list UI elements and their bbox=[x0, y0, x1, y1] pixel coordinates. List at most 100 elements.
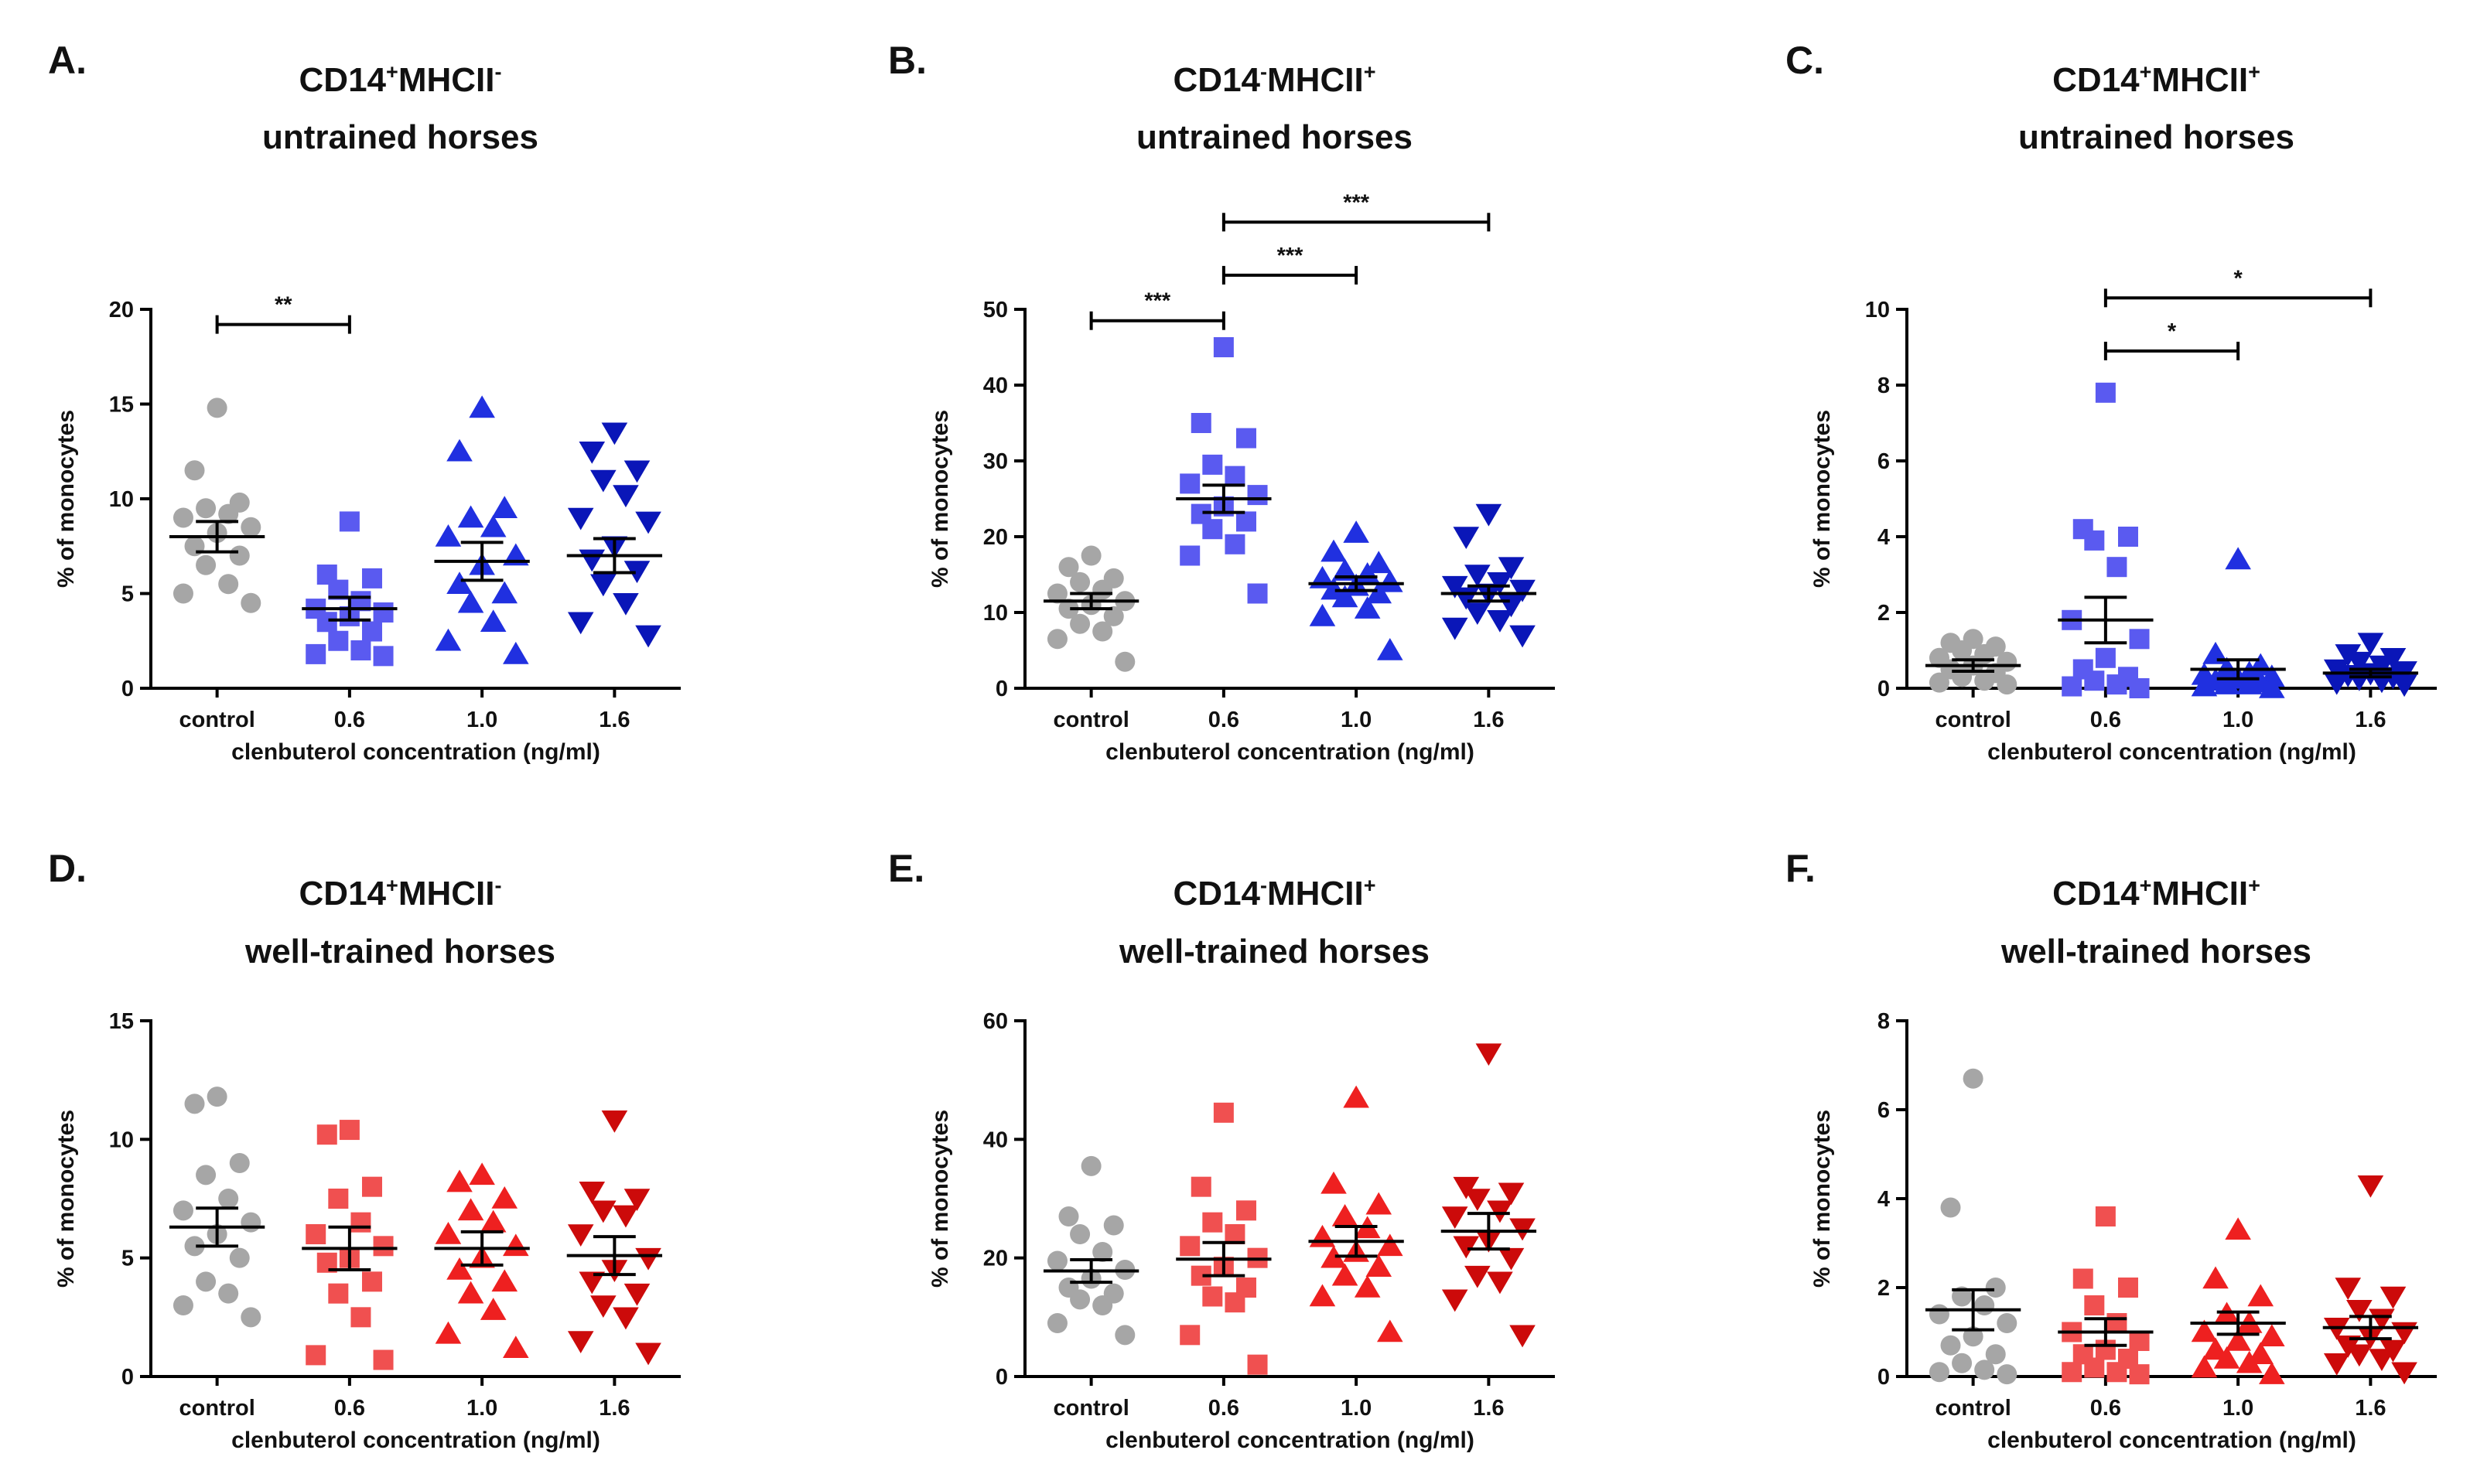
data-point bbox=[590, 469, 617, 493]
significance-label: * bbox=[2168, 319, 2177, 344]
data-point bbox=[1475, 503, 1502, 527]
significance-bracket: *** bbox=[1089, 289, 1225, 330]
y-tick-label: 0 bbox=[996, 677, 1008, 701]
chart-subtitle: untrained horses bbox=[2018, 118, 2294, 156]
data-point bbox=[1103, 606, 1124, 626]
series-control bbox=[1047, 1155, 1136, 1346]
x-tick-label: 1.0 bbox=[2222, 708, 2253, 732]
panel-b: B. CD14-MHCII+ untrained horses 0 10 20 30 40 50… bbox=[888, 39, 1555, 765]
panel-e: E. CD14-MHCII+ well-trained horses 0 20 40 60 c… bbox=[888, 847, 1555, 1453]
title-marker: MHCII bbox=[398, 61, 495, 99]
y-tick-label: 6 bbox=[1877, 1098, 1890, 1123]
x-tick-label: 0.6 bbox=[334, 708, 365, 732]
significance-bracket: * bbox=[2103, 266, 2373, 308]
data-point bbox=[2129, 1331, 2150, 1351]
significance-label: * bbox=[2233, 266, 2243, 291]
chart-title: CD14-MHCII+ bbox=[1174, 60, 1376, 99]
data-point bbox=[1464, 1189, 1491, 1211]
data-point bbox=[207, 397, 227, 418]
x-tick-label: control bbox=[1053, 708, 1129, 732]
data-point bbox=[2062, 1362, 2082, 1383]
series-1.6 bbox=[2323, 1175, 2417, 1385]
data-point bbox=[502, 641, 529, 664]
data-point bbox=[1940, 1335, 1961, 1356]
y-tick-label: 10 bbox=[983, 601, 1008, 626]
data-point bbox=[435, 628, 462, 651]
data-point bbox=[491, 1269, 518, 1292]
x-axis-label: clenbuterol concentration (ng/ml) bbox=[231, 1428, 600, 1453]
mean-sem-bar bbox=[2322, 667, 2419, 679]
chart-subtitle: well-trained horses bbox=[1119, 933, 1430, 971]
data-point bbox=[1309, 1284, 1336, 1307]
x-tick-label: control bbox=[1935, 1396, 2011, 1421]
data-point bbox=[328, 630, 349, 651]
data-point bbox=[480, 1209, 507, 1233]
data-point bbox=[196, 498, 217, 519]
data-point bbox=[2106, 557, 2127, 578]
panel-letter: A. bbox=[48, 39, 87, 82]
y-axis-label: % of monocytes bbox=[928, 410, 953, 588]
title-marker: CD14 bbox=[2052, 61, 2140, 99]
data-point bbox=[491, 496, 518, 519]
y-tick-label: 50 bbox=[983, 298, 1008, 322]
data-point bbox=[1202, 1286, 1223, 1307]
data-point bbox=[1092, 1242, 1113, 1262]
title-marker: CD14 bbox=[299, 61, 387, 99]
mean-sem-bar bbox=[1176, 1240, 1272, 1278]
significance-bracket: ** bbox=[215, 293, 351, 334]
x-tick-label: 1.0 bbox=[466, 708, 497, 732]
data-point bbox=[207, 1087, 227, 1107]
data-point bbox=[1487, 1271, 1513, 1295]
y-tick-label: 10 bbox=[1865, 298, 1890, 322]
data-point bbox=[2369, 1308, 2395, 1332]
data-point bbox=[229, 1153, 250, 1173]
data-point bbox=[2357, 1175, 2384, 1198]
data-point bbox=[457, 505, 484, 528]
title-superscript: + bbox=[386, 874, 398, 897]
data-point bbox=[1309, 1224, 1336, 1247]
panel-a: A. CD14+MHCII-untrained horses05101520con… bbox=[48, 39, 681, 765]
data-point bbox=[1235, 511, 1256, 532]
mean-sem-bar bbox=[2190, 658, 2286, 681]
y-tick-label: 15 bbox=[109, 393, 134, 418]
chart-subtitle: untrained horses bbox=[262, 118, 538, 156]
data-point bbox=[196, 1271, 217, 1292]
data-point bbox=[1331, 585, 1358, 608]
title-superscript: + bbox=[2248, 60, 2260, 84]
chart-title: CD14+MHCII- bbox=[299, 874, 502, 913]
y-tick-label: 10 bbox=[109, 487, 134, 512]
data-point bbox=[173, 507, 193, 528]
data-point bbox=[229, 545, 250, 566]
data-point bbox=[361, 1176, 382, 1197]
data-point bbox=[1453, 527, 1480, 549]
data-point bbox=[2380, 1286, 2407, 1309]
data-point bbox=[2258, 1324, 2285, 1347]
data-point bbox=[1103, 1215, 1124, 1236]
title-superscript: - bbox=[1260, 874, 1267, 897]
data-point bbox=[1180, 1325, 1201, 1346]
data-point bbox=[1354, 596, 1381, 619]
data-point bbox=[373, 646, 394, 667]
mean-sem-bar bbox=[169, 520, 265, 554]
data-point bbox=[1974, 1295, 1995, 1315]
data-point bbox=[1997, 674, 2017, 695]
data-point bbox=[2346, 651, 2373, 674]
data-point bbox=[1047, 583, 1068, 604]
data-point bbox=[173, 1200, 193, 1221]
data-point bbox=[446, 438, 473, 462]
data-point bbox=[480, 609, 507, 633]
significance-label: *** bbox=[1277, 244, 1304, 268]
mean-sem-bar bbox=[1308, 1225, 1404, 1258]
data-point bbox=[2106, 1362, 2127, 1383]
title-marker: MHCII bbox=[2151, 61, 2248, 99]
mean-sem-bar bbox=[1440, 584, 1537, 603]
data-point bbox=[306, 1224, 326, 1244]
data-point bbox=[1376, 1233, 1403, 1257]
x-tick-label: control bbox=[179, 708, 255, 732]
data-point bbox=[1365, 1254, 1392, 1277]
significance-label: ** bbox=[275, 293, 292, 318]
data-point bbox=[1963, 1068, 1983, 1089]
data-point bbox=[446, 1257, 473, 1280]
data-point bbox=[173, 583, 193, 604]
y-tick-label: 8 bbox=[1877, 1009, 1890, 1034]
